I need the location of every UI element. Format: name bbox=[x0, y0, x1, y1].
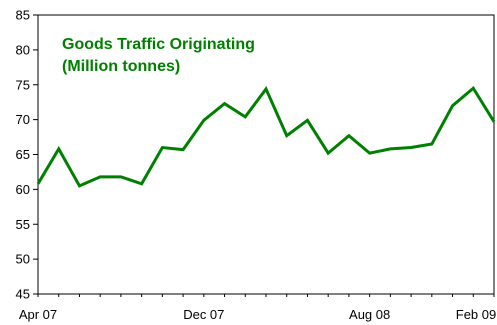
y-tick-label: 45 bbox=[16, 287, 30, 302]
x-tick-label: Dec 07 bbox=[183, 307, 224, 322]
chart-title: Goods Traffic Originating (Million tonne… bbox=[62, 36, 255, 75]
plot-area bbox=[37, 14, 495, 295]
y-tick-label: 80 bbox=[16, 42, 30, 57]
y-tick-label: 55 bbox=[16, 217, 30, 232]
y-tick-label: 85 bbox=[16, 8, 30, 23]
x-axis: Apr 07 Dec 07 Aug 08 Feb 09 bbox=[19, 294, 496, 322]
y-tick-label: 75 bbox=[16, 77, 30, 92]
y-axis: 45 50 55 60 65 70 75 80 85 bbox=[16, 8, 38, 302]
series-layer bbox=[36, 85, 496, 188]
plot-frame bbox=[37, 14, 495, 295]
y-tick-label: 65 bbox=[16, 147, 30, 162]
x-tick-label: Feb 09 bbox=[456, 307, 496, 322]
series-line bbox=[36, 85, 496, 188]
chart-title-line-1: Goods Traffic Originating bbox=[62, 36, 255, 53]
y-tick-label: 50 bbox=[16, 252, 30, 267]
x-tick-label: Apr 07 bbox=[19, 307, 57, 322]
x-tick-label: Aug 08 bbox=[349, 307, 390, 322]
y-tick-label: 60 bbox=[16, 182, 30, 197]
chart-title-line-2: (Million tonnes) bbox=[62, 58, 180, 75]
y-tick-label: 70 bbox=[16, 112, 30, 127]
